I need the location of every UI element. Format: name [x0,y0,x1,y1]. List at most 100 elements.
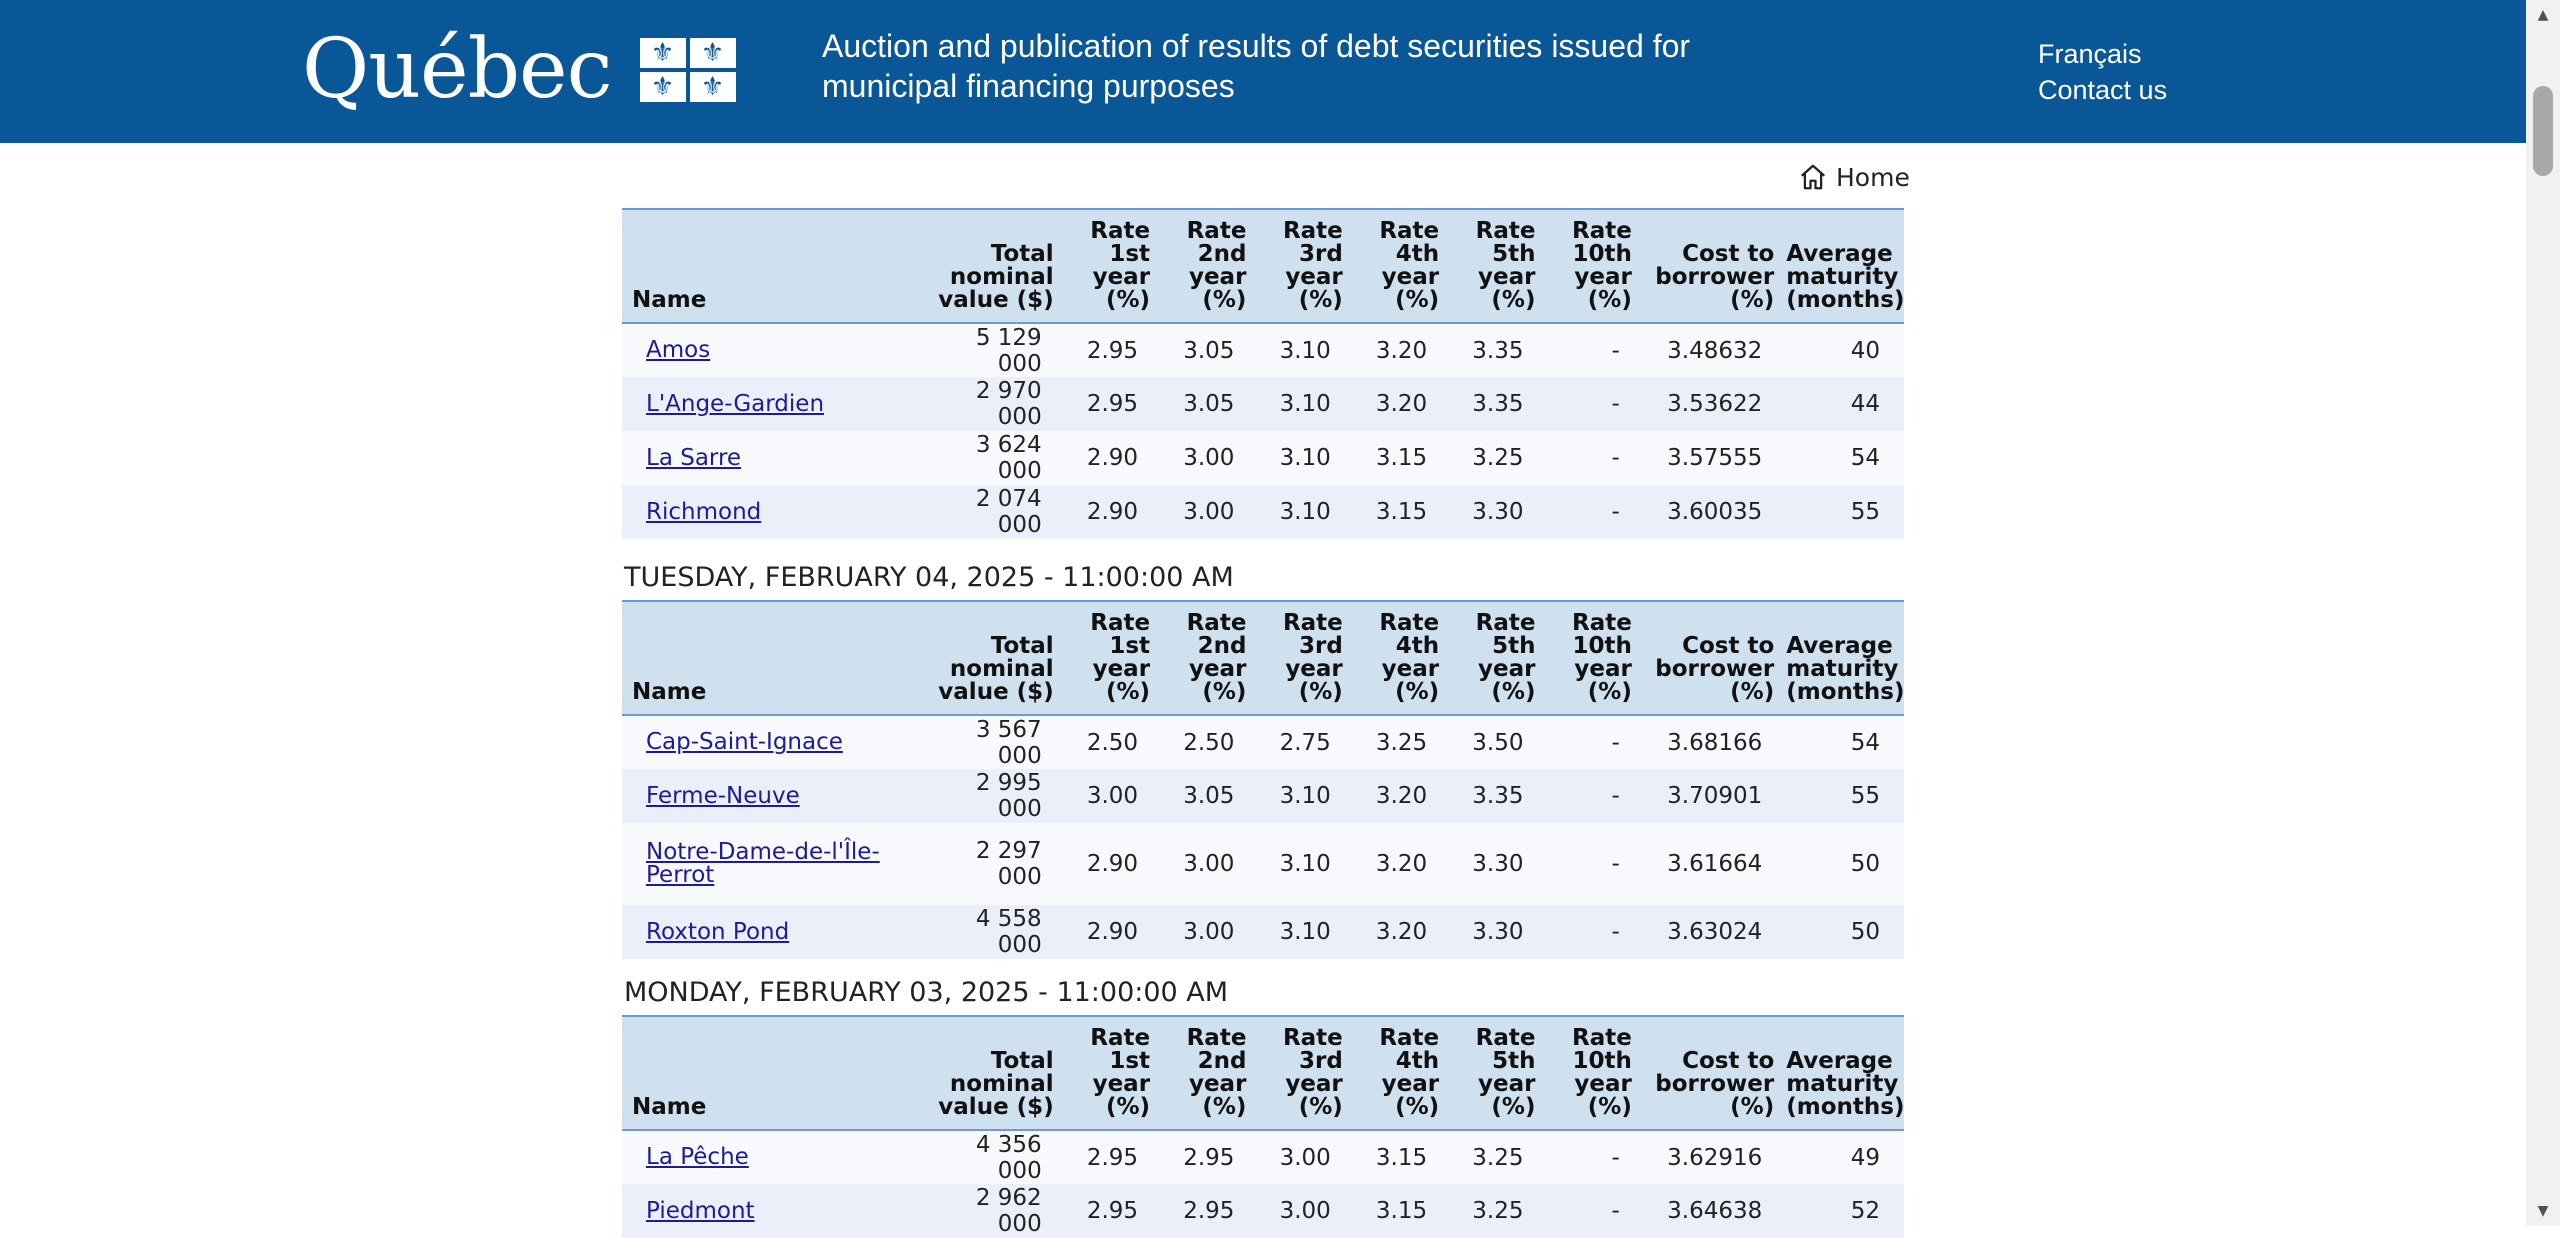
cost-to-borrower-cell: 3.62916 [1667,1144,1763,1171]
results-table: Name Total nominal value ($) Rate 1st ye… [622,600,1904,959]
column-header-rate10: Rate 10th year (%) [1572,218,1632,313]
cost-to-borrower-cell: 3.64638 [1667,1198,1763,1224]
rate-5th-year-cell: 3.30 [1472,499,1524,525]
rate-4th-year-cell: 3.15 [1375,499,1428,525]
home-link-label: Home [1836,162,1910,192]
scroll-down-arrow-icon[interactable]: ▼ [2537,1203,2549,1219]
cost-to-borrower-cell: 3.48632 [1667,337,1763,364]
average-maturity-cell: 49 [1850,1144,1880,1171]
average-maturity-cell: 50 [1850,919,1880,945]
rate-4th-year-cell: 3.20 [1375,391,1428,417]
column-header-cost: Cost to borrower (%) [1655,633,1775,705]
auction-date-heading: MONDAY, FEBRUARY 03, 2025 - 11:00:00 AM [624,977,1229,1008]
municipality-link[interactable]: Richmond [646,498,762,525]
municipality-link[interactable]: La Sarre [646,444,742,471]
rate-4th-year-cell: 3.20 [1375,337,1428,364]
rate-5th-year-cell: 3.25 [1472,1198,1524,1224]
rate-1st-year-cell: 2.95 [1086,391,1139,417]
municipality-link[interactable]: Piedmont [646,1197,755,1224]
contact-us-link[interactable]: Contact us [2038,75,2168,105]
column-header-total: Total nominal value ($) [938,633,1054,705]
municipality-link[interactable]: Notre-Dame-de-l'Île-Perrot [646,839,880,888]
rate-3rd-year-cell: 3.00 [1279,1198,1331,1224]
municipality-name-cell: Richmond [622,485,932,539]
column-header-name: Name [632,679,707,705]
table-header-row: Name Total nominal value ($) Rate 1st ye… [622,209,1904,323]
municipality-name-cell: Piedmont [622,1184,932,1238]
column-header-rate5: Rate 5th year (%) [1475,218,1536,313]
municipality-link[interactable]: La Pêche [646,1144,749,1170]
column-header-rate4: Rate 4th year (%) [1379,610,1440,705]
site-title: Auction and publication of results of de… [822,28,1691,104]
column-header-maturity: Average maturity (months) [1786,1048,1905,1120]
rate-5th-year-cell: 3.30 [1472,919,1524,945]
rate-3rd-year-cell: 3.10 [1279,445,1331,471]
column-header-name: Name [632,1094,707,1120]
column-header-rate3: Rate 3rd year (%) [1282,218,1343,313]
rate-1st-year-cell: 3.00 [1086,783,1139,809]
table-row: Richmond 2 074 000 2.90 3.00 3.10 3.15 3.30 - 3.… [622,485,1904,539]
total-value-cell: 2 074 000 [975,486,1042,538]
column-header-rate5: Rate 5th year (%) [1475,1025,1536,1120]
rate-2nd-year-cell: 2.95 [1183,1198,1235,1224]
municipality-link[interactable]: Roxton Pond [646,918,790,945]
rate-10th-year-cell: - [1611,1144,1620,1171]
average-maturity-cell: 55 [1850,783,1880,809]
average-maturity-cell: 50 [1850,851,1880,877]
total-value-cell: 4 558 000 [975,906,1042,958]
cost-to-borrower-cell: 3.63024 [1667,919,1763,945]
home-link[interactable]: Home [1798,158,1910,196]
municipality-name-cell: La Pêche [622,1130,932,1184]
rate-2nd-year-cell: 3.00 [1183,851,1235,877]
total-value-cell: 2 297 000 [975,838,1042,890]
column-header-rate1: Rate 1st year (%) [1090,218,1151,313]
total-value-cell: 3 624 000 [975,432,1042,484]
column-header-maturity: Average maturity (months) [1786,241,1905,313]
total-value-cell: 2 962 000 [975,1185,1042,1237]
table-row: L'Ange-Gardien 2 970 000 2.95 3.05 3.10 3.20 3… [622,377,1904,431]
rate-4th-year-cell: 3.15 [1375,445,1428,471]
scroll-up-arrow-icon[interactable]: ▲ [2537,7,2549,23]
rate-3rd-year-cell: 3.10 [1279,337,1331,364]
column-header-rate10: Rate 10th year (%) [1572,1025,1632,1120]
rate-2nd-year-cell: 2.95 [1183,1144,1235,1171]
column-header-rate2: Rate 2nd year (%) [1186,1025,1247,1120]
table-row: Notre-Dame-de-l'Île-Perrot 2 297 000 2.90 3… [622,823,1904,905]
average-maturity-cell: 54 [1850,729,1880,756]
rate-2nd-year-cell: 3.00 [1183,919,1235,945]
rate-5th-year-cell: 3.35 [1472,337,1524,364]
francais-link[interactable]: Français [2038,39,2142,69]
municipality-link[interactable]: Ferme-Neuve [646,782,800,809]
rate-3rd-year-cell: 3.10 [1279,919,1331,945]
rate-1st-year-cell: 2.95 [1086,1144,1139,1171]
rate-10th-year-cell: - [1611,499,1620,525]
rate-2nd-year-cell: 2.50 [1183,729,1235,756]
rate-10th-year-cell: - [1611,919,1620,945]
rate-10th-year-cell: - [1611,337,1620,364]
vertical-scrollbar[interactable]: ▲ ▼ [2526,0,2560,1226]
table-row: Ferme-Neuve 2 995 000 3.00 3.05 3.10 3.20 3.35… [622,769,1904,823]
header-links: Français Contact us [2038,36,2167,108]
cost-to-borrower-cell: 3.53622 [1667,391,1763,417]
cost-to-borrower-cell: 3.61664 [1667,851,1763,877]
scrollbar-thumb[interactable] [2533,86,2553,176]
rate-2nd-year-cell: 3.05 [1183,783,1235,809]
rate-5th-year-cell: 3.50 [1472,729,1524,756]
municipality-link[interactable]: Cap-Saint-Ignace [646,729,843,755]
rate-1st-year-cell: 2.90 [1086,445,1139,471]
quebec-logo[interactable]: Québec ⚜ ⚜ ⚜ ⚜ [302,24,736,116]
column-header-rate2: Rate 2nd year (%) [1186,610,1247,705]
cost-to-borrower-cell: 3.70901 [1667,783,1763,809]
average-maturity-cell: 54 [1850,445,1880,471]
municipality-link[interactable]: L'Ange-Gardien [646,390,825,417]
column-header-rate5: Rate 5th year (%) [1475,610,1536,705]
rate-10th-year-cell: - [1611,445,1620,471]
municipality-link[interactable]: Amos [646,337,711,363]
average-maturity-cell: 40 [1850,337,1880,364]
rate-1st-year-cell: 2.90 [1086,919,1139,945]
table-header-row: Name Total nominal value ($) Rate 1st ye… [622,1016,1904,1130]
fleurdelise-flag-icon: ⚜ ⚜ ⚜ ⚜ [639,38,736,102]
municipality-name-cell: La Sarre [622,431,932,485]
rate-4th-year-cell: 3.15 [1375,1144,1428,1171]
table-row: Amos 5 129 000 2.95 3.05 3.10 3.20 3.35 - 3.4863… [622,323,1904,377]
